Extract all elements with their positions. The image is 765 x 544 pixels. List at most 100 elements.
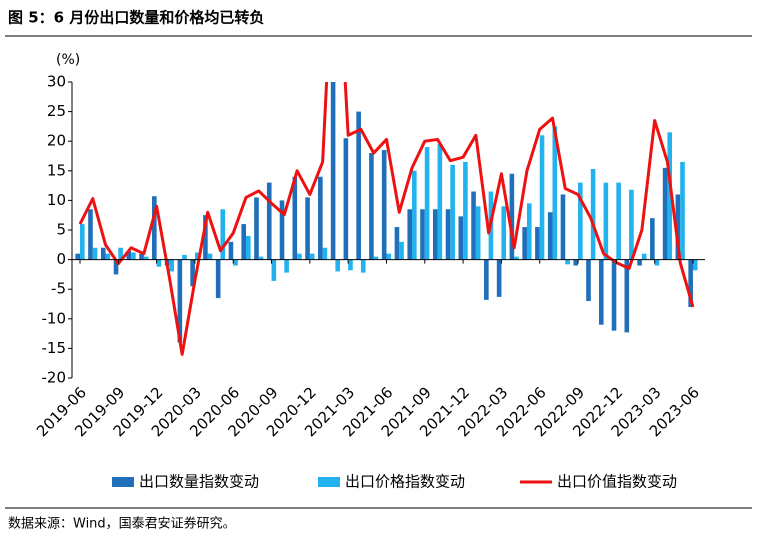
bar <box>437 144 443 260</box>
y-tick-label: -5 <box>51 280 66 298</box>
bar <box>637 259 642 266</box>
y-tick-label: 10 <box>47 191 66 209</box>
bar <box>458 216 464 260</box>
y-tick-label: 25 <box>47 102 66 120</box>
bar <box>616 182 621 260</box>
legend-label: 出口价值指数变动 <box>557 473 677 491</box>
bar <box>535 227 540 260</box>
bar <box>603 182 609 260</box>
bar <box>590 169 596 260</box>
bar <box>675 194 681 260</box>
bar <box>330 82 336 260</box>
legend-label: 出口价格指数变动 <box>345 473 465 491</box>
bar <box>105 253 111 260</box>
y-tick-label: 15 <box>47 161 66 179</box>
bar <box>501 206 507 260</box>
bar <box>598 259 604 325</box>
y-tick-label: 20 <box>47 132 66 150</box>
bar <box>552 126 558 260</box>
bar <box>420 209 425 260</box>
bar <box>463 161 468 260</box>
bar <box>131 252 136 260</box>
bar <box>509 173 515 260</box>
legend-swatch <box>318 477 340 487</box>
bar <box>169 259 174 272</box>
bar <box>573 259 579 266</box>
bar <box>475 206 481 260</box>
y-tick-label: 0 <box>56 250 66 268</box>
bar <box>348 259 353 271</box>
bar <box>271 259 277 281</box>
bar <box>680 161 685 260</box>
bar <box>611 259 617 331</box>
bar <box>450 164 455 260</box>
bar <box>152 196 157 260</box>
bar <box>373 256 379 260</box>
bar <box>445 209 451 260</box>
bar <box>539 135 545 260</box>
bar <box>496 259 502 297</box>
bar <box>522 227 527 260</box>
bar <box>692 259 698 271</box>
bar <box>88 209 93 260</box>
y-tick-label: 30 <box>47 73 66 91</box>
bar <box>292 176 298 260</box>
bar <box>560 194 566 260</box>
bar <box>279 200 285 260</box>
bar <box>100 247 106 260</box>
legend-swatch <box>112 477 134 487</box>
bar <box>386 253 392 260</box>
bar <box>650 218 655 260</box>
bar <box>75 253 80 260</box>
bar <box>177 259 183 343</box>
bar <box>305 197 310 260</box>
bar <box>624 259 630 333</box>
bar <box>297 253 302 260</box>
bar <box>322 247 328 260</box>
bar <box>412 170 417 260</box>
bar <box>309 253 315 260</box>
source: 数据来源：Wind，国泰君安证券研究。 <box>8 516 236 532</box>
bar <box>139 253 144 260</box>
chart-title: 图 5：6 月份出口数量和价格均已转负 <box>8 9 264 27</box>
bar <box>471 191 476 260</box>
bar <box>484 259 489 300</box>
y-tick-label: 5 <box>56 221 66 239</box>
bar <box>194 252 200 260</box>
bar <box>356 111 361 260</box>
bar <box>424 147 430 260</box>
bar <box>190 259 195 287</box>
bar <box>266 182 272 260</box>
bar <box>118 247 123 260</box>
bar <box>126 250 132 260</box>
bar <box>241 224 247 260</box>
bar <box>254 197 259 260</box>
bar <box>565 259 570 265</box>
bar <box>407 209 413 260</box>
bar <box>233 259 238 266</box>
bar <box>215 259 221 299</box>
bar <box>92 247 98 260</box>
bar <box>432 209 438 260</box>
bar <box>156 259 162 267</box>
bar <box>629 189 634 260</box>
bar <box>203 215 208 260</box>
bar <box>586 259 591 302</box>
bar <box>207 253 213 260</box>
bar <box>335 259 340 272</box>
bar <box>113 259 119 275</box>
bar <box>143 256 149 260</box>
bar <box>526 203 532 260</box>
bar <box>394 227 400 260</box>
bar <box>688 259 693 307</box>
bar <box>381 150 387 260</box>
bar <box>360 259 366 273</box>
bar <box>369 153 374 260</box>
bar <box>641 253 647 260</box>
bar <box>343 138 349 260</box>
bar <box>547 212 553 260</box>
y-tick-label: -15 <box>42 339 67 357</box>
y-tick-label: -20 <box>42 369 67 387</box>
bar <box>220 209 226 260</box>
